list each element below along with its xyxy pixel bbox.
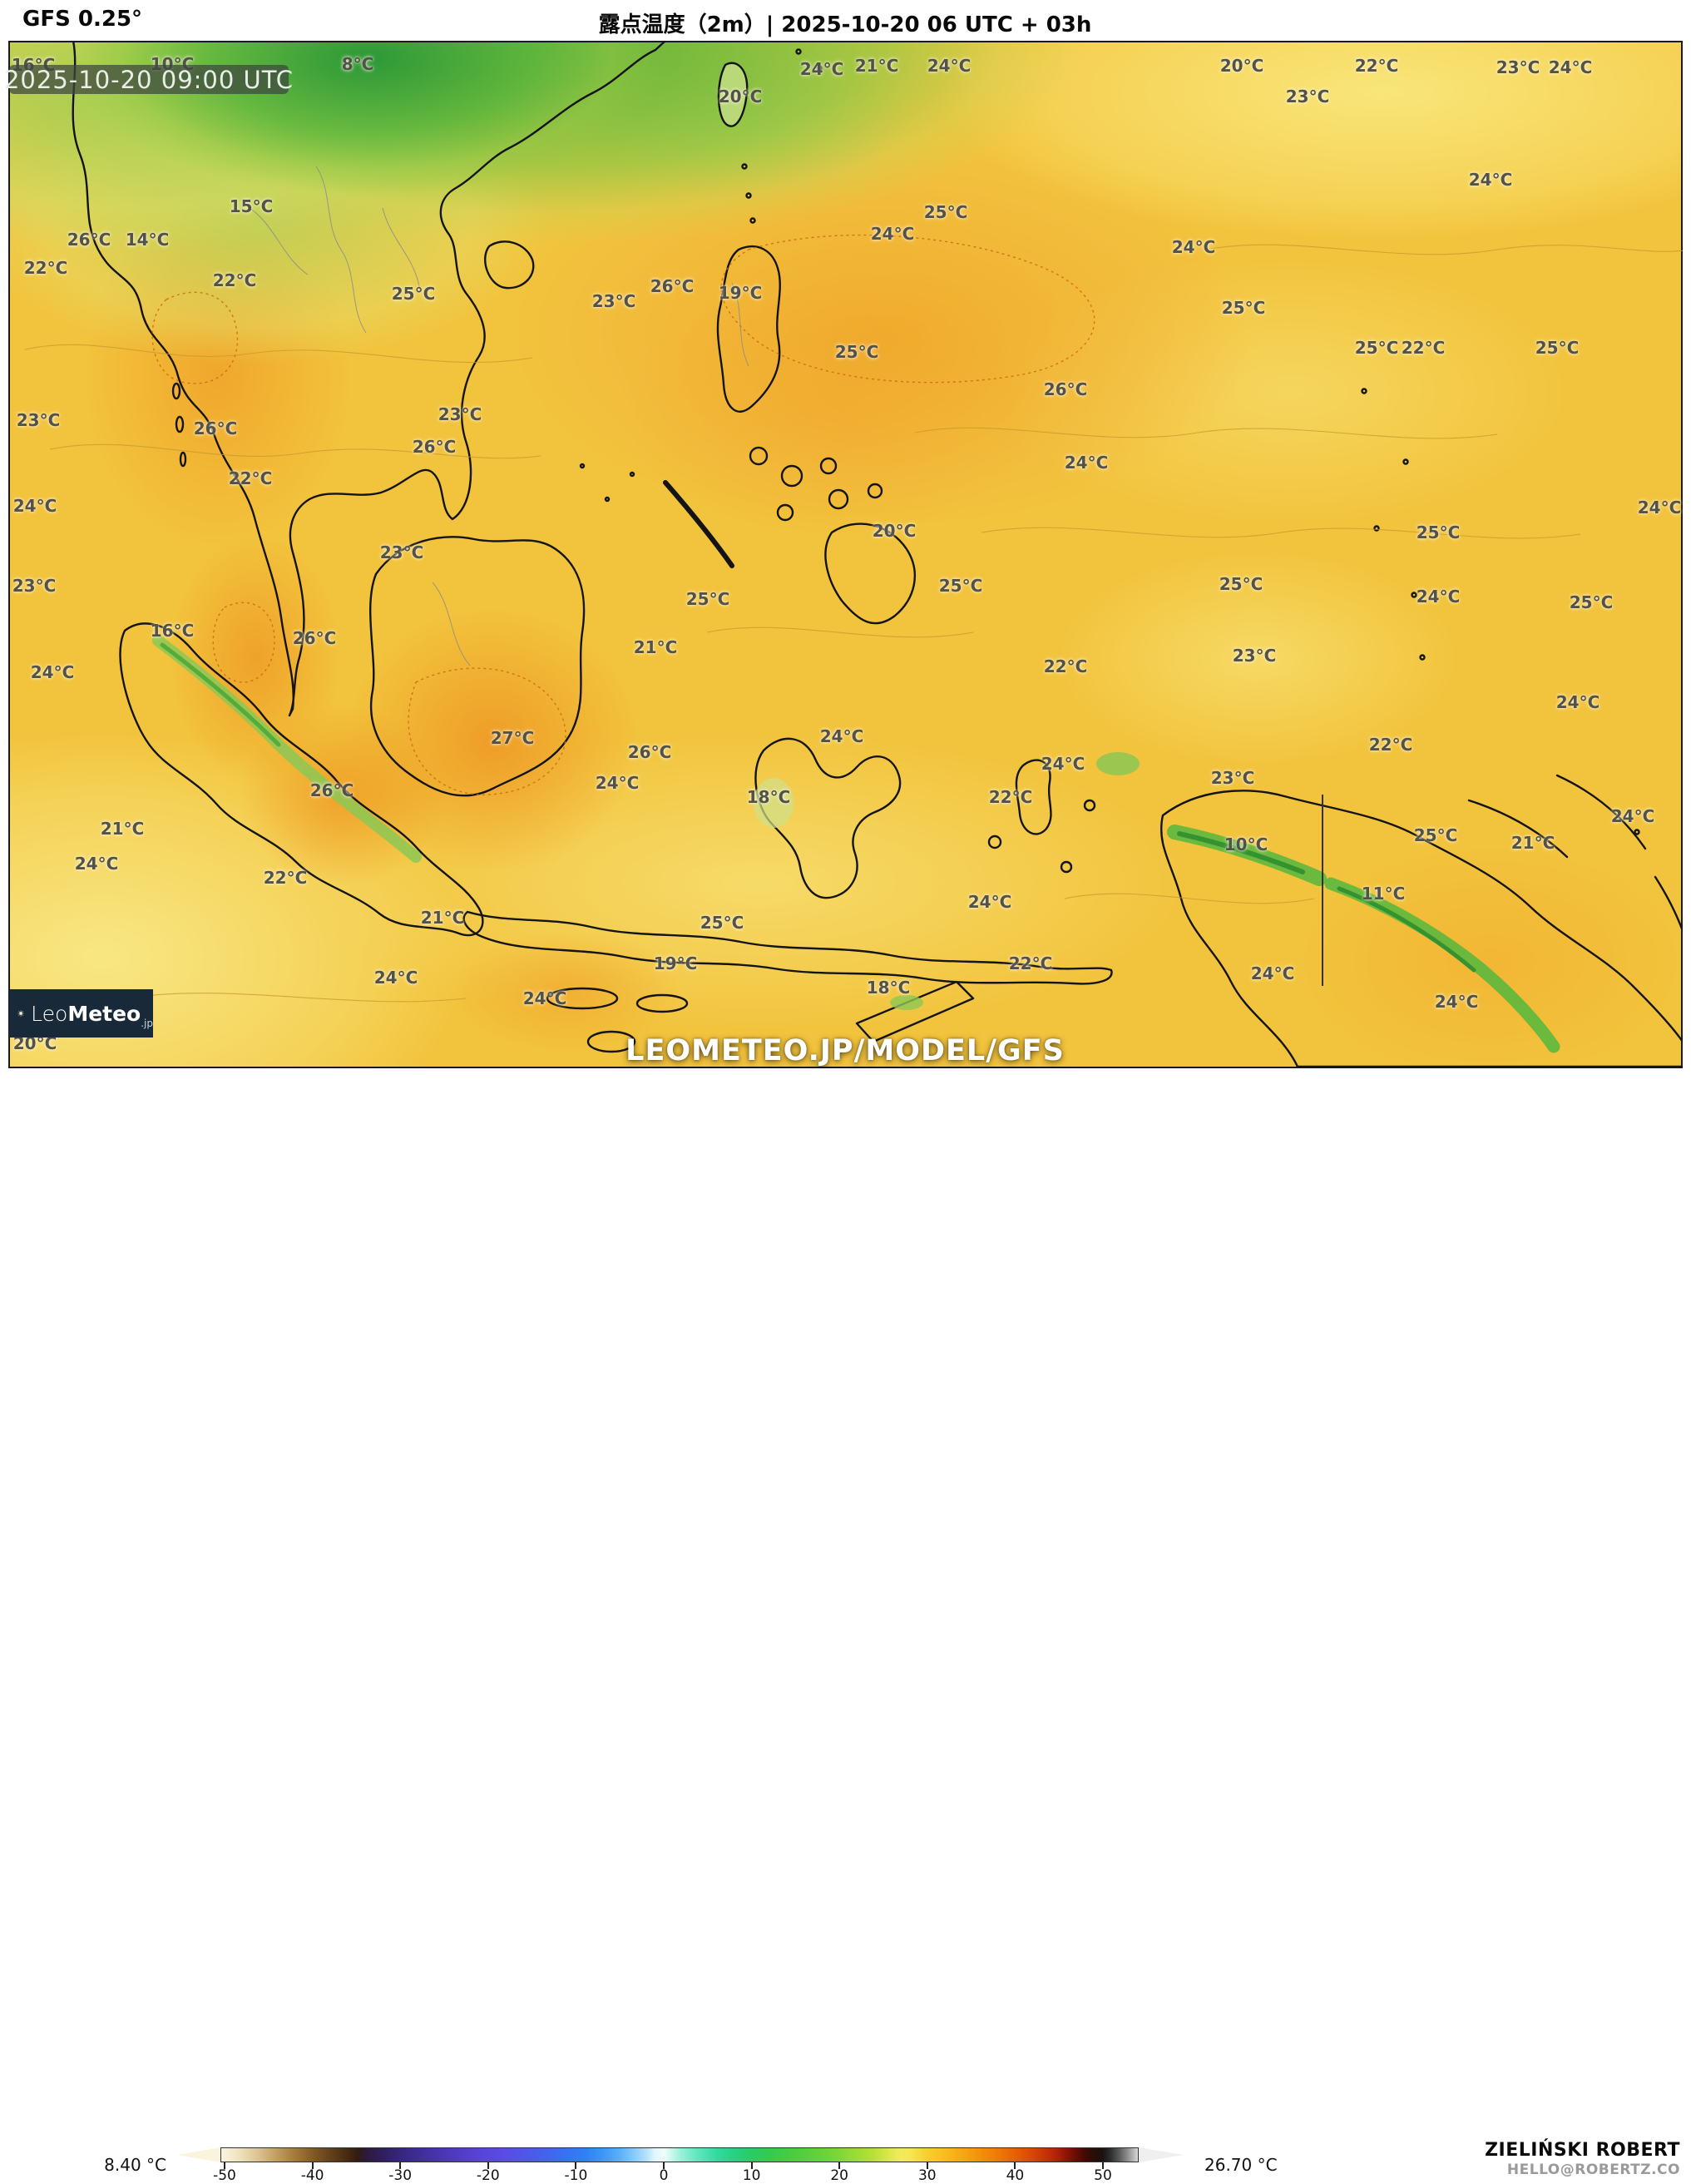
logo-suffix: .jp [141, 1018, 153, 1029]
colorbar-right-arrow [1139, 2147, 1184, 2162]
colorbar-tick-label: 20 [830, 2167, 849, 2184]
colorbar-tick-label: -20 [476, 2167, 500, 2184]
credit-email: HELLO@ROBERTZ.CO [1506, 2162, 1680, 2178]
colorbar-tick-label: 30 [917, 2167, 937, 2184]
logo-text-light: Leo [31, 1001, 68, 1026]
header-bar: GFS 0.25° 露点温度（2m）| 2025-10-20 06 UTC + … [0, 0, 1691, 41]
credit-name: ZIELIŃSKI ROBERT [1485, 2140, 1680, 2161]
logo-text-bold: Meteo [67, 1001, 141, 1026]
timestamp-overlay: 2025-10-20 09:00 UTC [4, 65, 293, 94]
scale-min-value: 8.40 °C [104, 2155, 166, 2175]
colorbar-tick-label: -50 [213, 2167, 236, 2184]
page-title: 露点温度（2m）| 2025-10-20 06 UTC + 03h [598, 12, 1092, 37]
sun-icon [17, 1010, 24, 1017]
timestamp-text: 2025-10-20 09:00 UTC [3, 65, 294, 94]
colorbar-tick-label: -30 [388, 2167, 413, 2184]
model-name: GFS 0.25° [22, 7, 143, 32]
scale-max-value: 26.70 °C [1204, 2155, 1278, 2175]
colorbar-tick-label: 10 [742, 2167, 761, 2184]
map-canvas [8, 41, 1683, 1068]
watermark: LEOMETEO.JP/MODEL/GFS [625, 1034, 1065, 1067]
colorbar-tick-label: -40 [300, 2167, 324, 2184]
colorbar-tick-label: 50 [1094, 2167, 1112, 2184]
leometeo-logo: Leo Meteo .jp [9, 989, 153, 1038]
colorbar [220, 2147, 1139, 2162]
coastlines-layer [24, 41, 1683, 1068]
colorbar-tick-label: -10 [564, 2167, 588, 2184]
colorbar-left-arrow [177, 2147, 220, 2162]
footer-bar: 8.40 °C -50 -40 -30 -20 -10 0 10 20 30 40 50 26.70… [0, 1068, 1691, 2184]
colorbar-tick-label: 40 [1006, 2167, 1025, 2184]
colorbar-tick-label: 0 [659, 2167, 669, 2184]
